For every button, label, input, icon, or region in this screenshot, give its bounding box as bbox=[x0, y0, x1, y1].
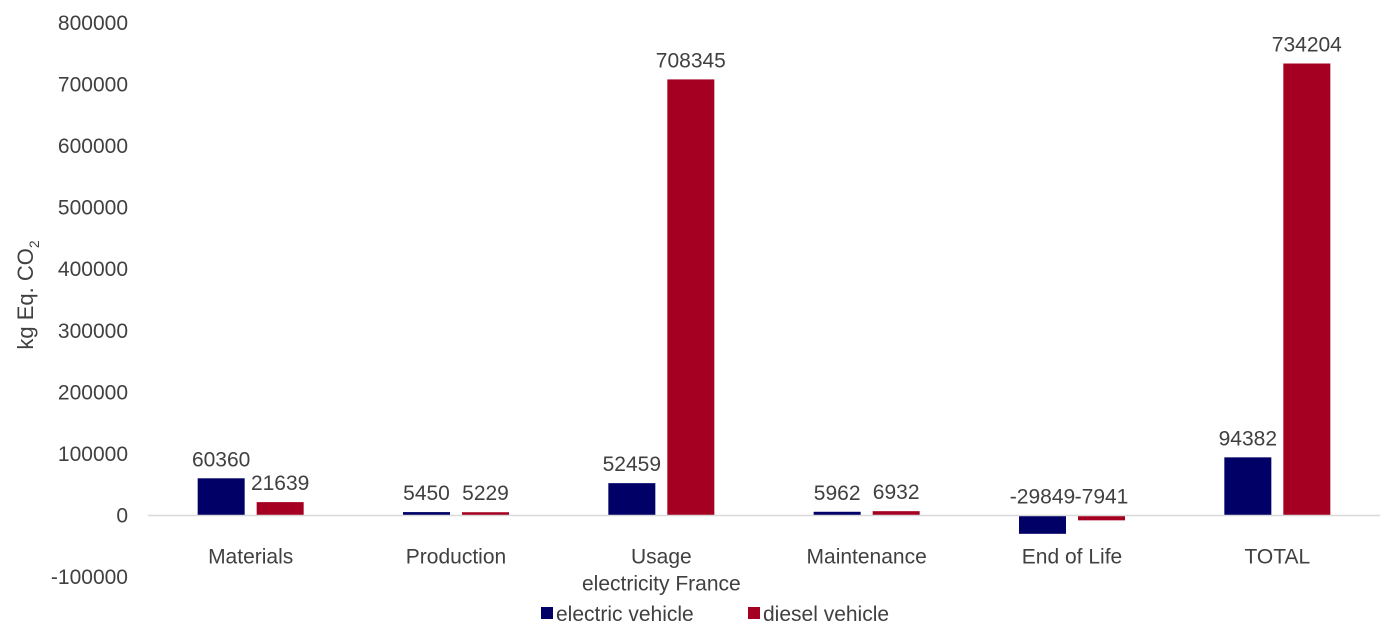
data-label: 94382 bbox=[1219, 427, 1277, 450]
bar-diesel-vehicle bbox=[1078, 515, 1125, 521]
data-label: 60360 bbox=[192, 448, 250, 471]
bar-diesel-vehicle bbox=[462, 512, 509, 516]
legend: electric vehicle diesel vehicle bbox=[541, 603, 889, 626]
data-label: 21639 bbox=[251, 472, 309, 495]
category-label: Materials bbox=[208, 545, 293, 568]
category-labels: Materials Production Usage electricity Fran… bbox=[208, 545, 1310, 595]
y-axis-title: kg Eq. CO2 bbox=[13, 240, 42, 349]
bar-diesel-vehicle bbox=[256, 502, 304, 516]
category-label: Production bbox=[406, 545, 506, 568]
y-tick-label: 300000 bbox=[58, 320, 128, 343]
category-label: Usage electricity France bbox=[582, 545, 741, 595]
data-label: 5450 bbox=[403, 482, 450, 505]
data-label: -29849 bbox=[1010, 485, 1075, 508]
y-axis-tick-labels: -100000 0 100000 200000 300000 400000 500000 60… bbox=[51, 12, 128, 589]
data-label: 52459 bbox=[603, 453, 661, 476]
y-tick-label: 500000 bbox=[58, 197, 128, 220]
y-tick-label: 800000 bbox=[58, 12, 128, 35]
y-tick-label: 400000 bbox=[58, 258, 128, 281]
y-axis-label-main: kg Eq. CO bbox=[13, 248, 38, 349]
y-axis-label: kg Eq. CO2 bbox=[13, 240, 42, 349]
category-label-line: Production bbox=[406, 545, 506, 568]
category-label: Maintenance bbox=[807, 545, 927, 568]
category-label: End of Life bbox=[1022, 545, 1122, 568]
bar-diesel-vehicle bbox=[1283, 63, 1331, 516]
bar-diesel-vehicle bbox=[667, 79, 715, 516]
bar-electric-vehicle bbox=[403, 512, 450, 516]
category-label-line: TOTAL bbox=[1244, 545, 1310, 568]
data-label: 5962 bbox=[814, 482, 861, 505]
data-label: -7941 bbox=[1075, 485, 1129, 508]
category-label-line: Maintenance bbox=[807, 545, 927, 568]
data-label: 5229 bbox=[462, 482, 509, 505]
legend-label: electric vehicle bbox=[556, 603, 694, 626]
category-label-line: Usage bbox=[631, 545, 692, 568]
bar-electric-vehicle bbox=[813, 511, 861, 516]
data-label: 6932 bbox=[873, 481, 920, 504]
legend-swatch-electric-vehicle bbox=[541, 607, 553, 619]
legend-swatch-diesel-vehicle bbox=[748, 607, 760, 619]
y-tick-label: 700000 bbox=[58, 74, 128, 97]
bar-electric-vehicle bbox=[608, 483, 656, 516]
y-tick-label: 600000 bbox=[58, 135, 128, 158]
category-label: TOTAL bbox=[1244, 545, 1310, 568]
category-label-line: Materials bbox=[208, 545, 293, 568]
bar-electric-vehicle bbox=[1224, 457, 1272, 516]
y-tick-label: -100000 bbox=[51, 566, 128, 589]
legend-label: diesel vehicle bbox=[763, 603, 889, 626]
y-tick-label: 100000 bbox=[58, 443, 128, 466]
bar-diesel-vehicle bbox=[872, 511, 920, 516]
bar-electric-vehicle bbox=[197, 478, 245, 516]
bar-electric-vehicle bbox=[1019, 515, 1066, 534]
bars bbox=[197, 63, 1331, 534]
data-label: 734204 bbox=[1272, 34, 1342, 57]
y-tick-label: 0 bbox=[116, 504, 128, 527]
y-axis-label-subscript: 2 bbox=[26, 240, 42, 248]
category-label-line: electricity France bbox=[582, 572, 741, 595]
category-label-line: End of Life bbox=[1022, 545, 1122, 568]
y-tick-label: 200000 bbox=[58, 381, 128, 404]
data-label: 708345 bbox=[656, 49, 726, 72]
